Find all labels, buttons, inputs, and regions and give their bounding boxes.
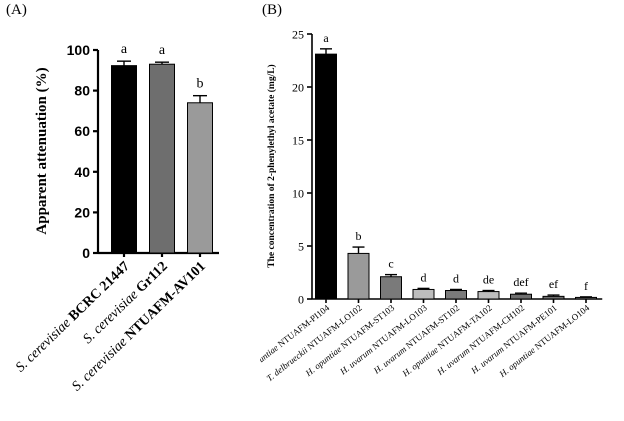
y-tick-label: 60 xyxy=(74,123,90,139)
category-species: S. cerevisiae xyxy=(69,332,132,394)
bar xyxy=(111,65,137,254)
y-tick-label: 0 xyxy=(82,245,90,261)
chart-a: 0 20 40 60 80 100 Apparent attenuation (%) a S. … xyxy=(13,42,219,394)
panel-b-label: (B) xyxy=(262,2,282,18)
significance-letter: def xyxy=(513,275,528,289)
significance-letter: a xyxy=(159,43,166,58)
bar xyxy=(347,252,370,300)
significance-letter: a xyxy=(121,42,128,57)
category-strain: NTUAFM-LO104 xyxy=(533,302,592,351)
y-axis-label: Apparent attenuation (%) xyxy=(34,67,50,234)
bar xyxy=(542,295,565,300)
significance-letter: b xyxy=(197,77,204,92)
significance-letter: a xyxy=(323,31,329,45)
significance-letter: d xyxy=(453,271,459,285)
chart-b: 0 5 10 15 20 25 The concentration of 2-phenyle… xyxy=(260,27,603,383)
category-strain: NTUAFM-CH102 xyxy=(467,303,526,352)
y-tick-label: 20 xyxy=(292,80,304,94)
significance-letter: ef xyxy=(549,277,558,291)
significance-letter: f xyxy=(584,279,588,293)
bar xyxy=(187,102,213,254)
significance-letter: d xyxy=(421,270,427,284)
panel-a-label: (A) xyxy=(6,2,27,18)
y-tick-label: 5 xyxy=(298,239,304,253)
bar xyxy=(445,290,467,300)
bar xyxy=(510,293,532,300)
y-axis-label: The concentration of 2-phenylethyl aceta… xyxy=(266,64,277,267)
significance-letter: b xyxy=(356,229,362,243)
bar xyxy=(575,296,597,300)
y-tick-label: 20 xyxy=(74,204,90,220)
y-tick-label: 80 xyxy=(74,83,90,99)
bar xyxy=(412,288,435,300)
y-tick-label: 25 xyxy=(292,27,304,41)
y-tick-label: 10 xyxy=(292,186,304,200)
category-strain: NTUAFM-LO102 xyxy=(305,303,364,352)
bar xyxy=(380,276,402,300)
category-species: S. cerevisiae xyxy=(13,313,76,375)
y-tick-label: 0 xyxy=(298,292,304,306)
bar xyxy=(477,291,500,300)
bar xyxy=(149,63,175,254)
significance-letter: de xyxy=(483,273,494,287)
significance-letter: c xyxy=(388,257,393,271)
y-tick-label: 15 xyxy=(292,133,304,147)
y-tick-label: 40 xyxy=(74,164,90,180)
y-tick-label: 100 xyxy=(67,42,91,58)
category-strain: NTUAFM-LO103 xyxy=(370,302,429,351)
bar xyxy=(315,53,337,300)
